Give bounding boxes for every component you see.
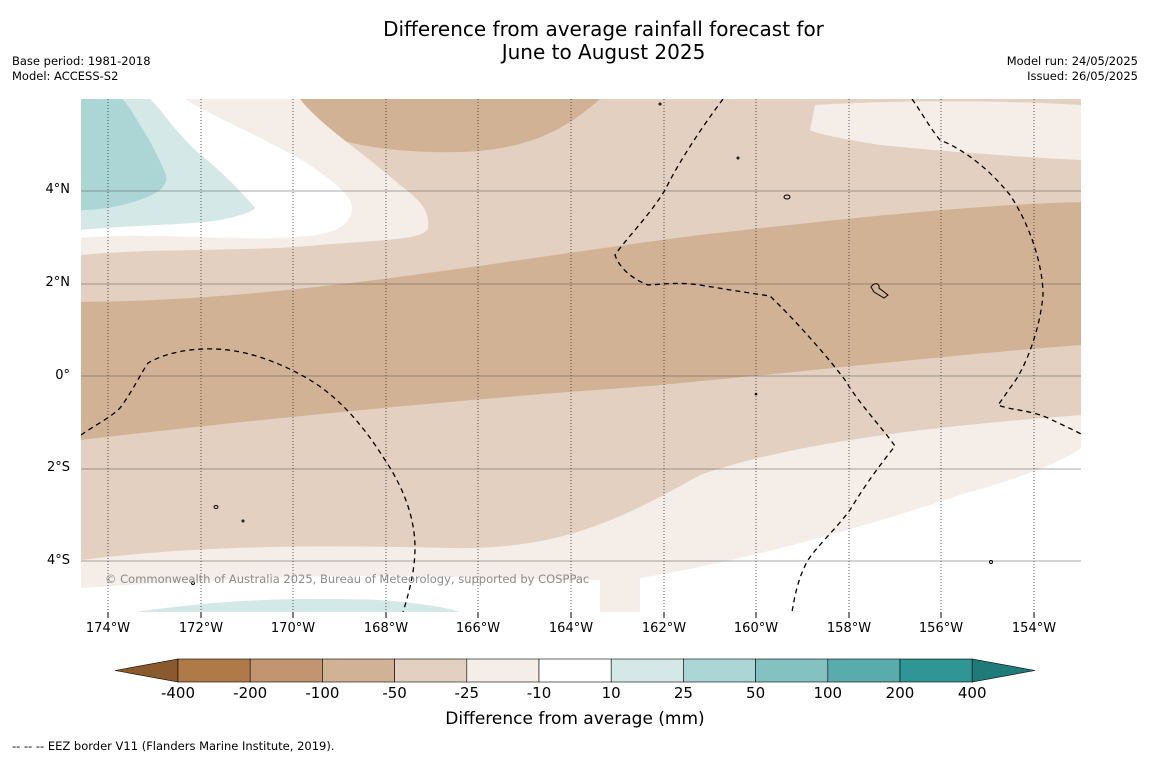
base-period-info: Base period: 1981-2018 Model: ACCESS-S2 [12,54,151,84]
issued-label: Issued: 26/05/2025 [1027,69,1138,83]
colorbar-tick-label: 50 [746,684,766,702]
islet-southeast [989,560,993,564]
eez-border-central [614,99,896,612]
copyright-notice: © Commonwealth of Australia 2025, Bureau… [105,572,590,586]
zone-plus-25-to-50-northwest [81,99,167,210]
colorbar-tick-label: 25 [673,684,693,702]
islet-south [191,581,195,585]
colorbar-extension-low [114,658,179,683]
lon-label-174w: 174°W [85,621,131,636]
eez-border-east [911,99,1081,435]
lon-label-156w: 156°W [918,621,964,636]
colorbar-segment--100-to--50 [322,658,395,683]
eez-legend-note: -- -- -- EEZ border V11 (Flanders Marine… [12,739,335,753]
islands [191,102,993,585]
islet-southwest [241,519,245,523]
zone-near-average-south [81,575,600,612]
zone-plus-10-to-25-south [135,598,460,612]
colorbar-tick-label: -200 [233,684,268,702]
band-minus-50-to-100-north [270,99,600,153]
colorbar-segment-25-to-50 [683,658,756,683]
island-north [783,194,791,200]
lon-label-168w: 168°W [363,621,409,636]
colorbar-tick-label: 100 [813,684,843,702]
colorbar-extension-high [971,658,1036,683]
colorbar-segment--10-to-10 [538,658,612,683]
colorbar-segment-100-to-200 [827,658,901,683]
band-minus-50-to-100-equatorial [81,202,1081,440]
lat-label-4s: 4°S [46,553,70,568]
lat-label-4n: 4°N [45,182,71,197]
map-title: Difference from average rainfall forecas… [0,18,1150,64]
x-axis-ticks [107,612,1035,618]
eez-borders [81,99,1081,612]
colorbar-tick-label: -25 [454,684,480,702]
colorbar-segment--200-to--100 [249,658,323,683]
lat-label-equator: 0° [55,368,70,383]
model-run-label: Model run: 24/05/2025 [1006,54,1138,68]
islet-central [754,392,758,396]
colorbar-tick-label: -50 [382,684,407,702]
lon-label-154w: 154°W [1011,621,1057,636]
lon-label-162w: 162°W [641,621,687,636]
graticule [81,99,1081,612]
colorbar-segment--25-to--10 [466,658,540,683]
lon-label-170w: 170°W [270,621,316,636]
colorbar [114,658,1036,683]
colorbar-segment--50-to--25 [394,658,468,683]
zone-minus-10-to-25-northeast [810,101,1081,160]
map-title-line-2: June to August 2025 [501,40,706,64]
colorbar-segment-200-to-400 [899,658,973,683]
colorbar-tick-label: -400 [160,684,196,702]
island-southwest [213,505,219,509]
colorbar-tick-label: -10 [526,684,552,702]
colorbar-title: Difference from average (mm) [445,709,705,729]
lon-label-172w: 172°W [178,621,224,636]
islet-north [658,102,662,106]
model-label: Model: ACCESS-S2 [12,69,119,83]
map-title-line-1: Difference from average rainfall forecas… [383,17,824,41]
island-atoll-central [870,283,889,299]
colorbar-tick-label: -100 [305,684,340,702]
zone-near-average-southeast [640,448,1081,612]
colorbar-segment-10-to-25 [610,658,684,683]
colorbar-segment-50-to-100 [755,658,829,683]
lat-label-2s: 2°S [46,460,70,475]
colorbar-tick-label: 400 [957,684,987,702]
model-run-info: Model run: 24/05/2025 Issued: 26/05/2025 [1007,54,1138,84]
rainfall-anomaly-field [81,99,1081,612]
base-period-label: Base period: 1981-2018 [12,54,151,68]
lon-label-166w: 166°W [455,621,501,636]
colorbar-segment--400-to--200 [177,658,251,683]
islet-north-2 [736,156,740,160]
lon-label-160w: 160°W [733,621,779,636]
lon-label-164w: 164°W [548,621,594,636]
lat-label-2n: 2°N [45,275,71,290]
colorbar-tick-label: 10 [601,684,621,702]
lon-label-158w: 158°W [826,621,872,636]
eez-border-west [81,348,416,612]
colorbar-tick-label: 200 [885,684,915,702]
